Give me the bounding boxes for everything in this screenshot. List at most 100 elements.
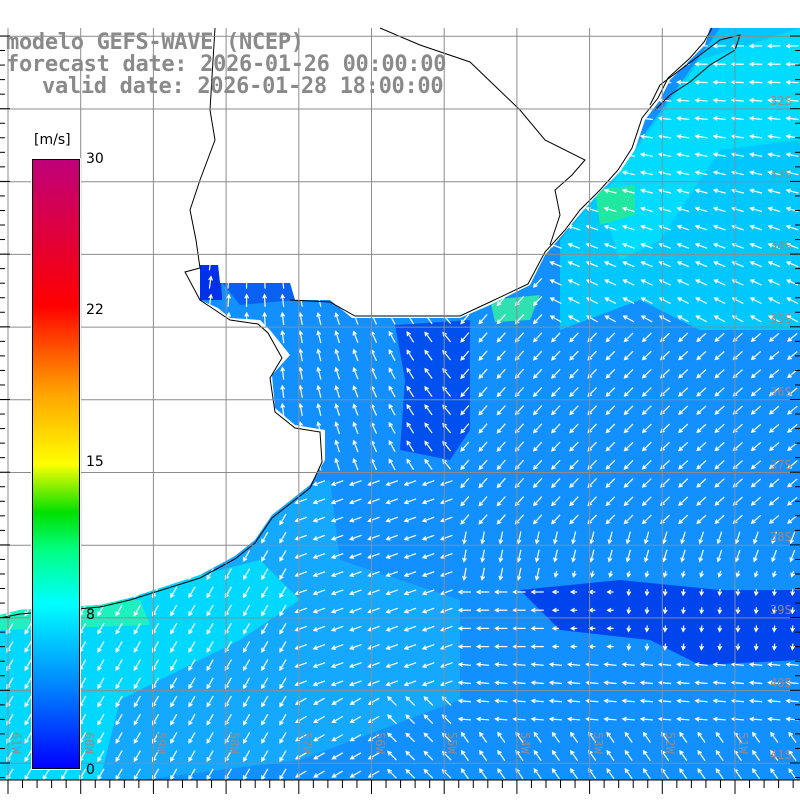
wind-arrow xyxy=(699,588,705,597)
wind-arrow xyxy=(294,680,308,687)
wind-arrow xyxy=(403,662,417,669)
wind-arrow xyxy=(424,440,433,452)
wind-arrow xyxy=(424,222,433,234)
wind-arrow xyxy=(188,750,196,763)
wind-arrow xyxy=(133,641,141,653)
wind-arrow xyxy=(385,480,399,487)
wind-arrow xyxy=(115,550,123,562)
wind-arrow xyxy=(548,698,563,704)
wind-arrow xyxy=(605,368,616,379)
wind-arrow xyxy=(298,457,304,471)
wind-arrow xyxy=(406,221,415,234)
wind-arrow xyxy=(717,625,723,633)
wind-arrow xyxy=(312,643,326,650)
wind-arrow xyxy=(424,404,433,416)
wind-arrow xyxy=(352,385,359,398)
wind-arrow xyxy=(676,279,690,286)
wind-arrow xyxy=(644,588,650,597)
wind-arrow xyxy=(153,166,159,180)
wind-arrow xyxy=(116,367,123,380)
wind-arrow xyxy=(171,239,177,253)
wind-arrow xyxy=(279,550,287,562)
wind-arrow xyxy=(496,59,506,70)
wind-arrow xyxy=(134,112,141,125)
wind-arrow xyxy=(387,750,397,761)
wind-arrow xyxy=(680,531,686,545)
wind-arrow xyxy=(316,184,322,198)
wind-arrow xyxy=(23,77,34,88)
wind-arrow xyxy=(294,643,308,650)
wind-arrow xyxy=(678,441,689,452)
wind-arrow xyxy=(533,731,542,743)
wind-arrow xyxy=(714,496,725,506)
wind-arrow xyxy=(298,148,304,162)
wind-arrow xyxy=(24,750,32,763)
wind-arrow xyxy=(334,130,340,143)
wind-arrow xyxy=(171,421,177,435)
wind-arrow xyxy=(699,643,705,651)
wind-arrow xyxy=(548,79,563,85)
wind-arrow xyxy=(771,588,777,597)
wind-arrow xyxy=(697,749,706,762)
wind-arrow xyxy=(190,311,195,325)
wind-arrow xyxy=(262,402,268,417)
wind-arrow xyxy=(279,622,287,635)
wind-arrow xyxy=(639,134,654,140)
wind-arrow xyxy=(787,514,798,524)
wind-arrow xyxy=(352,294,359,307)
wind-arrow xyxy=(748,116,763,121)
wind-arrow xyxy=(24,659,32,672)
wind-arrow xyxy=(551,332,561,343)
wind-arrow xyxy=(549,206,562,213)
wind-arrow xyxy=(5,204,16,215)
wind-arrow xyxy=(330,571,344,578)
wind-arrow xyxy=(280,439,286,453)
wind-arrow xyxy=(657,698,672,704)
wind-arrow xyxy=(516,549,522,563)
wind-arrow xyxy=(786,297,799,305)
wind-arrow xyxy=(406,458,415,471)
wind-arrow xyxy=(551,589,559,595)
wind-arrow xyxy=(261,732,269,744)
wind-arrow xyxy=(532,350,543,361)
wind-arrow xyxy=(566,79,581,85)
wind-arrow xyxy=(460,95,470,107)
wind-arrow xyxy=(352,184,359,198)
longitude-label: 58W xyxy=(227,732,242,754)
wind-arrow xyxy=(188,659,196,672)
wind-arrow xyxy=(405,696,416,706)
wind-arrow xyxy=(313,715,325,724)
wind-arrow xyxy=(134,366,141,380)
wind-arrow xyxy=(603,224,617,231)
wind-arrow xyxy=(639,698,654,704)
wind-arrow xyxy=(676,680,690,686)
wind-arrow xyxy=(460,41,470,52)
wind-arrow xyxy=(644,625,650,633)
wind-arrow xyxy=(496,241,506,252)
wind-arrow xyxy=(330,516,344,523)
wind-arrow xyxy=(348,643,362,650)
wind-arrow xyxy=(749,152,763,158)
wind-arrow xyxy=(330,680,344,687)
wind-arrow xyxy=(134,403,141,416)
wind-arrow xyxy=(388,367,396,380)
wind-arrow xyxy=(280,111,286,125)
wind-arrow xyxy=(171,330,177,344)
wind-arrow xyxy=(133,768,141,780)
wind-arrow xyxy=(24,531,32,544)
wind-arrow xyxy=(735,607,741,615)
wind-arrow xyxy=(367,552,380,559)
wind-arrow xyxy=(352,112,359,125)
wind-arrow xyxy=(767,170,781,176)
wind-arrow xyxy=(226,111,232,125)
latitude-label: 35S xyxy=(770,312,792,327)
wind-arrow xyxy=(496,459,506,471)
wind-arrow xyxy=(533,768,542,780)
wind-arrow xyxy=(716,549,723,563)
wind-arrow xyxy=(676,134,690,140)
wind-arrow xyxy=(352,330,359,344)
wind-arrow xyxy=(244,293,250,307)
wind-arrow xyxy=(730,716,745,722)
wind-arrow xyxy=(697,731,706,743)
wind-arrow xyxy=(530,698,544,704)
